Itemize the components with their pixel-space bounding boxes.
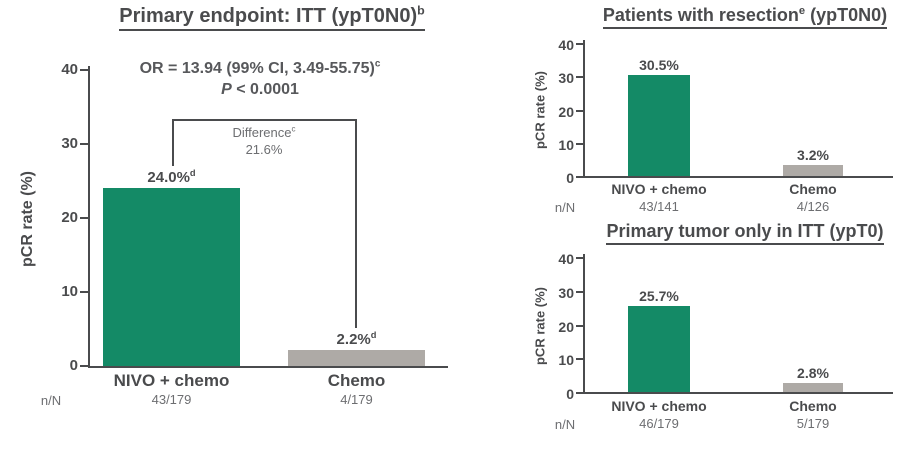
n-over-N-chemo: 4/179: [340, 392, 373, 407]
chart-title-ypt0: Primary tumor only in ITT (ypT0): [590, 221, 900, 245]
y-tick-mark: [80, 217, 89, 219]
bracket-top-line: [172, 119, 357, 121]
y-tick-label: 20: [558, 319, 574, 335]
y-axis-line: [583, 254, 585, 394]
plot-area-itt: 24.0%d 2.2%d: [89, 70, 448, 366]
plot-area-resection: 30.5% 3.2%: [584, 44, 892, 176]
plot-area-ypt0: 25.7% 2.8%: [584, 258, 892, 392]
y-tick-label: 30: [558, 70, 574, 86]
y-tick-mark: [80, 143, 89, 145]
y-tick-mark: [80, 365, 89, 367]
n-over-N-header: n/N: [40, 393, 62, 408]
n-over-N-nivo: 46/179: [639, 416, 679, 431]
odds-ratio-line: OR = 13.94 (99% CI, 3.49-55.75)c: [139, 58, 381, 77]
n-over-N-header: n/N: [554, 417, 576, 432]
y-tick-label: 20: [558, 104, 574, 120]
difference-label: Differencec: [232, 124, 296, 140]
stats-block: OR = 13.94 (99% CI, 3.49-55.75)c P < 0.0…: [90, 58, 430, 100]
category-label-nivo: NIVO + chemo: [611, 398, 707, 414]
chart-title-text: Patients with resection: [602, 5, 799, 25]
n-over-N-nivo: 43/141: [639, 199, 679, 214]
y-tick-mark: [80, 291, 89, 293]
y-tick-label: 10: [558, 137, 574, 153]
chart-title-resection: Patients with resectione (ypT0N0): [590, 5, 900, 29]
y-tick-mark: [576, 176, 584, 178]
p-value-line: P < 0.0001: [221, 81, 299, 98]
bar-value-label: 24.0%d: [147, 168, 196, 186]
chart-title-superscript: e: [798, 5, 806, 17]
y-tick-mark: [576, 325, 584, 327]
chart-title-text-post: (ypT0N0): [805, 5, 888, 25]
bar-chemo: 2.2%d: [288, 330, 425, 366]
y-tick-label: 30: [558, 285, 574, 301]
x-axis-line: [88, 366, 448, 368]
y-tick-mark: [576, 143, 584, 145]
y-axis-line: [88, 66, 90, 368]
y-tick-label: 40: [558, 251, 574, 267]
y-tick-label: 0: [69, 357, 78, 374]
bar-nivo-chemo: 30.5%: [628, 57, 690, 176]
n-over-N-chemo: 5/179: [796, 416, 830, 431]
category-label-chemo: Chemo: [327, 371, 386, 390]
bar-chemo: 3.2%: [783, 147, 843, 176]
chart-title-text: Primary tumor only in ITT (ypT0): [606, 221, 884, 241]
difference-value: 21.6%: [245, 142, 283, 157]
category-label-chemo: Chemo: [789, 181, 837, 197]
y-tick-label: 0: [566, 170, 574, 186]
y-tick-mark: [576, 110, 584, 112]
y-tick-label: 40: [558, 37, 574, 53]
y-tick-label: 30: [61, 135, 78, 152]
y-tick-mark: [576, 291, 584, 293]
bar-value-label: 2.2%d: [336, 330, 377, 348]
y-axis-line: [583, 40, 585, 178]
bar-value-label: 30.5%: [639, 57, 679, 73]
chart-title-itt: Primary endpoint: ITT (ypT0N0)b: [68, 3, 476, 31]
category-label-nivo: NIVO + chemo: [113, 371, 230, 390]
y-tick-label: 40: [61, 61, 78, 78]
n-over-N-nivo: 43/179: [151, 392, 192, 407]
category-label-nivo: NIVO + chemo: [611, 181, 707, 197]
y-tick-label: 10: [61, 283, 78, 300]
y-tick-mark: [576, 76, 584, 78]
bar-nivo-chemo: 24.0%d: [103, 168, 240, 366]
y-tick-mark: [576, 392, 584, 394]
y-tick-label: 10: [558, 352, 574, 368]
y-tick-mark: [576, 358, 584, 360]
n-over-N-chemo: 4/126: [796, 199, 830, 214]
n-over-N-header: n/N: [554, 200, 576, 215]
bar-value-label: 25.7%: [639, 288, 679, 304]
chart-title-superscript: b: [417, 3, 425, 18]
bar-value-label: 2.8%: [797, 365, 829, 381]
chart-title-text: Primary endpoint: ITT (ypT0N0): [119, 5, 418, 27]
difference-annotation: Differencec 21.6%: [189, 124, 339, 158]
bar-nivo-chemo: 25.7%: [628, 288, 690, 392]
y-tick-mark: [80, 69, 89, 71]
bar-chemo: 2.8%: [783, 365, 843, 392]
y-tick-label: 20: [61, 209, 78, 226]
category-label-chemo: Chemo: [789, 398, 837, 414]
bracket-left-line: [172, 119, 174, 166]
y-tick-mark: [576, 43, 584, 45]
y-tick-mark: [576, 257, 584, 259]
y-tick-label: 0: [566, 386, 574, 402]
x-axis-line: [583, 176, 893, 178]
bracket-right-line: [355, 119, 357, 328]
bar-value-label: 3.2%: [797, 147, 829, 163]
x-axis-line: [583, 392, 893, 394]
